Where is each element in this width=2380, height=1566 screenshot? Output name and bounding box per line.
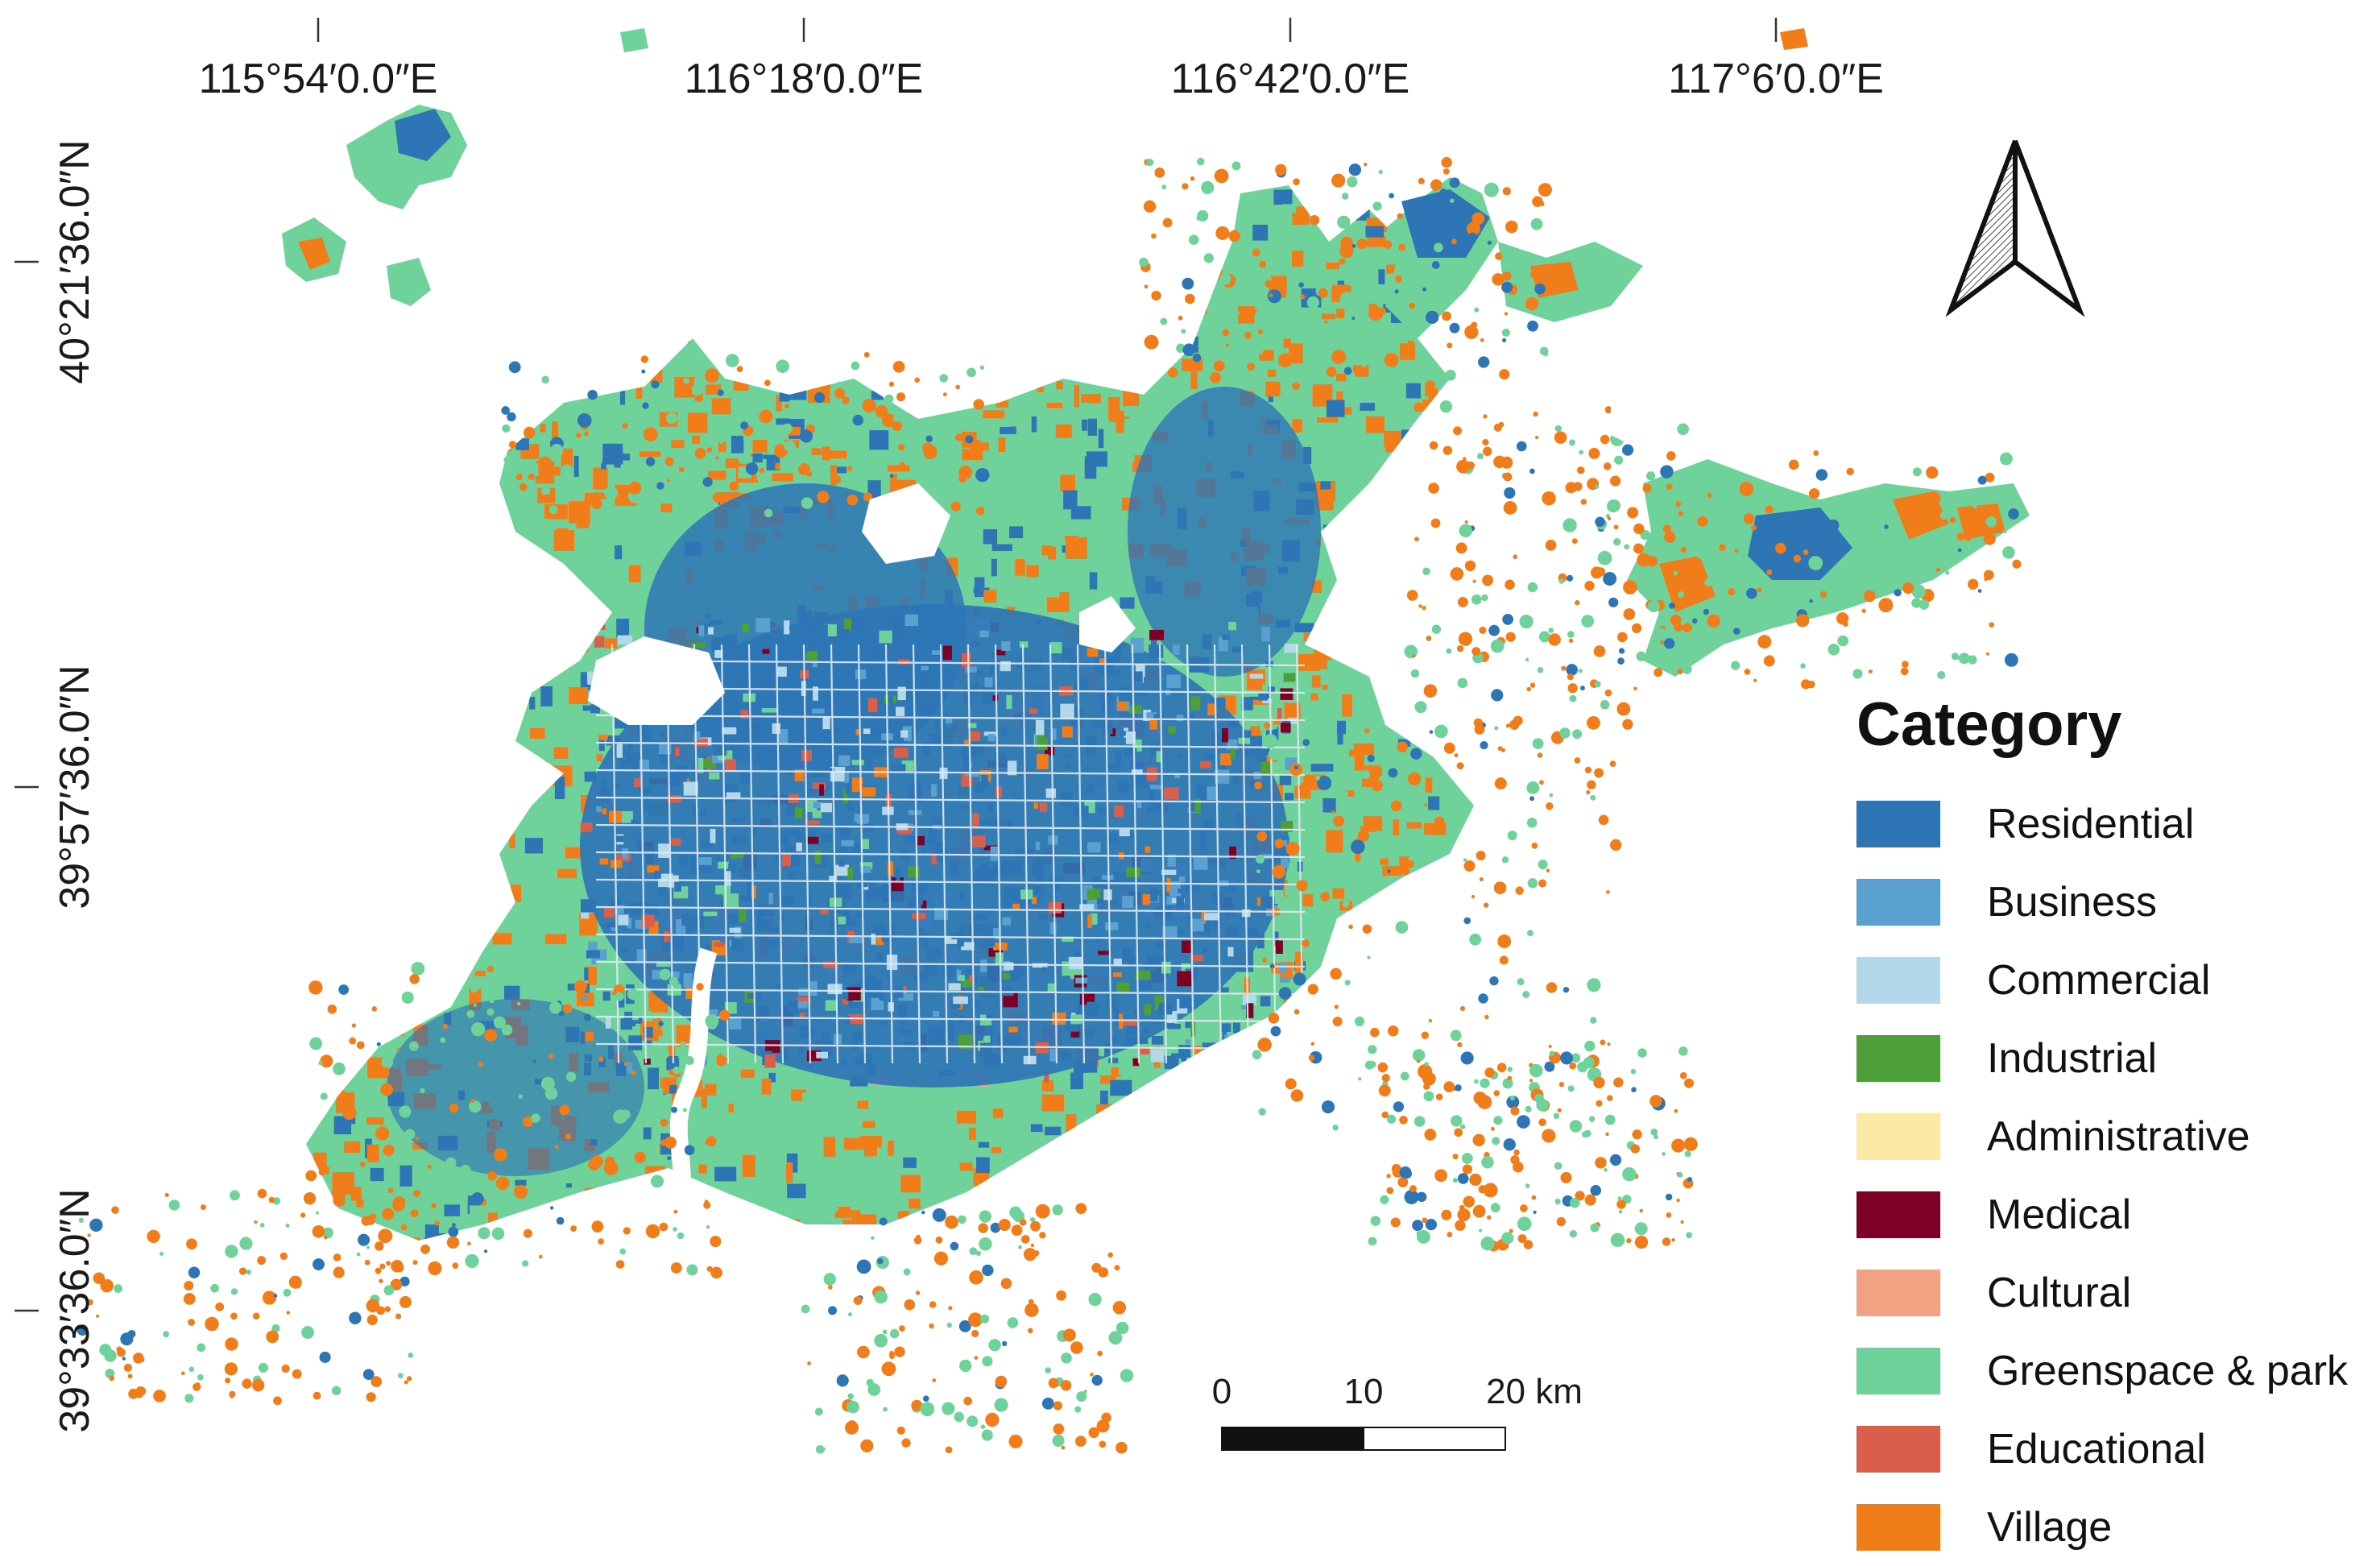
legend-label: Medical [1987, 1191, 2132, 1238]
lon-label-1: 115°54′0.0″E [199, 56, 438, 102]
peripheral-scatter [77, 156, 2022, 1454]
lon-label-3: 116°42′0.0″E [1171, 56, 1410, 102]
legend-swatch [1856, 878, 1940, 926]
legend-label: Administrative [1987, 1112, 2250, 1160]
outlying-patches [282, 28, 1808, 306]
lon-label-2: 116°18′0.0″E [685, 56, 924, 102]
city-body [306, 185, 1474, 1241]
legend-swatch [1856, 1503, 1940, 1551]
lat-label-1: 40°21′36.0″N [52, 139, 98, 383]
legend-label: Industrial [1987, 1034, 2157, 1082]
latitude-graticule: 40°21′36.0″N 39°57′36.0″N 39°33′36.0″N [14, 139, 98, 1433]
legend-item-business: Business [1856, 863, 2372, 941]
legend-swatch [1856, 1425, 1940, 1473]
legend-item-greenspace-park: Greenspace & park [1856, 1332, 2372, 1410]
legend-item-industrial: Industrial [1856, 1019, 2372, 1097]
legend-item-administrative: Administrative [1856, 1097, 2372, 1175]
scale-label-20: 20 km [1486, 1372, 1583, 1411]
lon-label-4: 117°6′0.0″E [1668, 56, 1884, 102]
legend-swatch [1856, 1034, 1940, 1082]
scale-bar: 0 10 20 km [1212, 1372, 1583, 1451]
legend-swatch [1856, 1112, 1940, 1160]
legend-label: Greenspace & park [1987, 1347, 2349, 1394]
legend-label: Cultural [1987, 1269, 2132, 1316]
legend-title: Category [1856, 690, 2122, 759]
longitude-graticule: 115°54′0.0″E 116°18′0.0″E 116°42′0.0″E 1… [199, 18, 1884, 102]
legend-label: Business [1987, 878, 2157, 926]
scale-label-0: 0 [1212, 1372, 1231, 1411]
legend-item-residential: Residential [1856, 785, 2372, 863]
lat-label-2: 39°57′36.0″N [52, 665, 98, 909]
scale-label-10: 10 [1344, 1372, 1384, 1411]
legend-label: Commercial [1987, 956, 2211, 1004]
legend-swatch [1856, 1269, 1940, 1316]
legend-item-village: Village [1856, 1488, 2372, 1566]
legend-item-cultural: Cultural [1856, 1253, 2372, 1332]
legend-label: Residential [1987, 800, 2195, 847]
legend-swatch [1856, 956, 1940, 1004]
legend-swatch [1856, 1191, 1940, 1238]
legend-items: Residential Business Commercial Industrial A… [1856, 785, 2372, 1566]
legend-item-medical: Medical [1856, 1175, 2372, 1253]
legend-swatch [1856, 800, 1940, 847]
lat-label-3: 39°33′36.0″N [52, 1188, 98, 1432]
open-areas [588, 387, 1675, 725]
eastern-satellite [1627, 459, 2030, 677]
legend-item-educational: Educational [1856, 1410, 2372, 1488]
legend-label: Village [1987, 1503, 2113, 1551]
legend: Category Residential Business Commercial In… [1856, 694, 2372, 1566]
north-arrow-icon [1945, 139, 2085, 317]
legend-item-commercial: Commercial [1856, 941, 2372, 1019]
legend-label: Educational [1987, 1425, 2206, 1473]
legend-swatch [1856, 1347, 1940, 1394]
